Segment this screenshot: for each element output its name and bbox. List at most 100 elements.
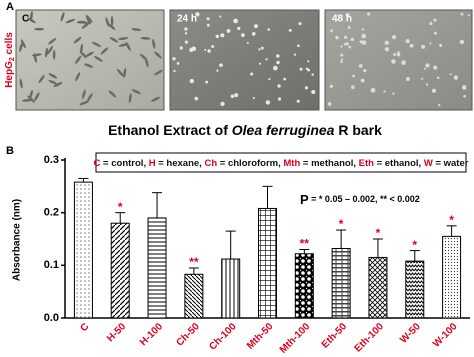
cell (340, 53, 344, 57)
legend-part: = ethanol, (374, 158, 424, 169)
cell (75, 72, 81, 82)
side-label-part: cells (4, 32, 15, 57)
bar (110, 222, 130, 319)
legend-part: W (424, 158, 433, 169)
cell (206, 23, 210, 27)
y-tick-label: 0.1 (44, 259, 59, 271)
cell (267, 28, 271, 31)
cell (154, 69, 163, 76)
cell (351, 85, 355, 90)
cell (252, 97, 255, 100)
cell (340, 58, 344, 61)
bar (368, 256, 388, 319)
cell (83, 63, 94, 68)
cell (60, 11, 65, 22)
cell (79, 100, 89, 106)
legend-text: C = control, H = hexane, Ch = chloroform… (94, 158, 469, 169)
cell (311, 89, 316, 95)
cell (131, 28, 142, 31)
cell (73, 36, 82, 44)
cell (19, 78, 23, 89)
cell (219, 15, 222, 18)
cell (298, 22, 302, 26)
cell (20, 39, 26, 49)
cell (118, 43, 129, 47)
cell (311, 73, 314, 76)
cell (226, 28, 231, 33)
cell (463, 94, 466, 98)
legend-part: = chloroform, (217, 158, 283, 169)
cell (268, 78, 271, 81)
cell (392, 92, 395, 95)
cell (433, 31, 437, 35)
cell (260, 46, 264, 50)
caption: Ethanol Extract of Olea ferruginea R bar… (108, 122, 382, 138)
bar (73, 181, 93, 319)
cell (184, 27, 188, 31)
x-tick-label: W-50 (398, 321, 423, 346)
significance: * (449, 213, 454, 227)
cell (110, 16, 114, 27)
cell (237, 26, 241, 31)
cell (80, 43, 83, 54)
cell (431, 88, 437, 93)
cell (391, 35, 397, 40)
legend-part: = control, (100, 158, 148, 169)
image-label: 24 h (177, 14, 197, 25)
cell (288, 28, 292, 32)
cell (211, 44, 215, 48)
caption-part: Ethanol Extract of (108, 122, 232, 138)
cell (421, 44, 426, 49)
cell (277, 97, 282, 101)
x-tick-label: H-50 (105, 321, 128, 344)
cell (216, 69, 219, 72)
cell (384, 40, 389, 45)
bar (147, 217, 167, 319)
cell (436, 76, 440, 80)
cell (246, 41, 249, 45)
cell (173, 69, 176, 73)
cell (429, 42, 432, 45)
cell (154, 51, 162, 59)
cell (258, 62, 262, 65)
cell (433, 18, 437, 22)
cell (253, 24, 258, 29)
cell (207, 49, 211, 53)
cell (343, 43, 346, 46)
cell (48, 80, 58, 85)
panel-label: A (6, 1, 14, 13)
significance: * (118, 200, 123, 214)
cell (345, 13, 350, 18)
cell (438, 104, 441, 107)
bar (331, 247, 351, 319)
cell (22, 99, 32, 102)
bar (258, 207, 277, 319)
x-tick-label: W-100 (431, 321, 460, 350)
cell (47, 45, 54, 55)
cell (109, 37, 119, 43)
cell (204, 48, 207, 51)
cell (131, 89, 141, 95)
cell (363, 68, 367, 73)
cell (105, 17, 110, 27)
x-tick-label: H-100 (138, 321, 165, 348)
caption-italic: Olea ferruginea (232, 122, 335, 138)
p-symbol: P (300, 192, 309, 207)
cell (100, 47, 109, 55)
significance: ** (189, 255, 199, 269)
y-tick-label: 0.0 (44, 312, 59, 324)
cell (396, 52, 401, 57)
cell (276, 54, 280, 58)
micrograph (169, 9, 320, 111)
cell (195, 12, 200, 17)
cell (361, 33, 367, 39)
cell (27, 95, 35, 103)
cell (409, 43, 414, 48)
cell (358, 64, 363, 68)
cell (383, 90, 386, 93)
cell (405, 39, 410, 44)
legend-part: C (94, 158, 101, 169)
cell (433, 65, 438, 70)
legend-part: Eth (359, 158, 375, 169)
